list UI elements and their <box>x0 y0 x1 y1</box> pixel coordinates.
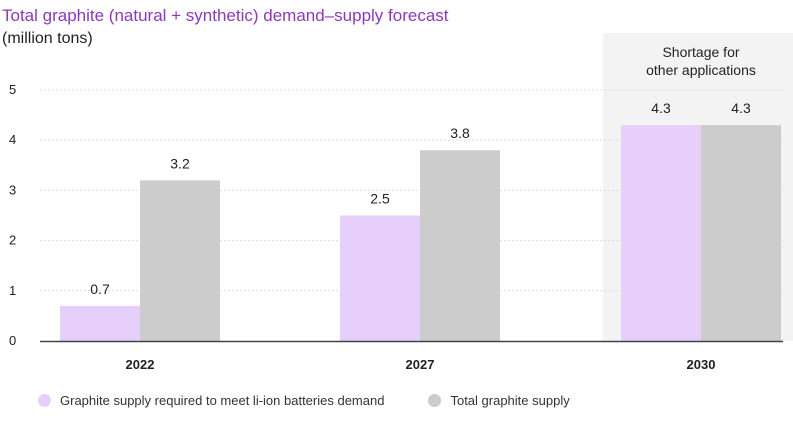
y-tick-label-5: 5 <box>9 82 16 97</box>
x-category-label-2027: 2027 <box>406 357 435 372</box>
value-label-2027-series-0: 2.5 <box>370 191 390 207</box>
legend-item-total-supply: Total graphite supply <box>428 393 570 408</box>
bar-2022-series-0 <box>60 305 140 341</box>
value-label-2030-series-0: 4.3 <box>651 100 671 116</box>
value-label-2022-series-1: 3.2 <box>170 155 190 171</box>
x-category-label-2022: 2022 <box>126 357 155 372</box>
bar-2030-series-1 <box>701 125 781 341</box>
y-tick-label-0: 0 <box>9 333 16 348</box>
legend-label-batteries: Graphite supply required to meet li-ion … <box>60 393 385 408</box>
legend-item-batteries: Graphite supply required to meet li-ion … <box>38 393 384 408</box>
shortage-annotation-line-2: other applications <box>646 62 756 78</box>
shortage-annotation-line-1: Shortage for <box>662 44 739 60</box>
bar-2022-series-1 <box>140 180 220 341</box>
legend: Graphite supply required to meet li-ion … <box>38 393 614 408</box>
legend-swatch-batteries <box>38 394 51 407</box>
bar-2027-series-0 <box>340 215 420 341</box>
x-category-label-2030: 2030 <box>687 357 716 372</box>
value-label-2030-series-1: 4.3 <box>731 100 751 116</box>
y-tick-label-2: 2 <box>9 233 16 248</box>
y-tick-label-1: 1 <box>9 283 16 298</box>
bar-2027-series-1 <box>420 150 500 341</box>
y-tick-label-3: 3 <box>9 182 16 197</box>
y-axis-unit-label: (million tons) <box>2 30 93 47</box>
value-label-2022-series-0: 0.7 <box>90 281 110 297</box>
value-label-2027-series-1: 3.8 <box>450 125 470 141</box>
y-tick-label-4: 4 <box>9 132 16 147</box>
legend-swatch-total-supply <box>428 394 442 407</box>
chart-title: Total graphite (natural + synthetic) dem… <box>2 6 449 25</box>
bar-2030-series-0 <box>621 125 701 341</box>
legend-label-total-supply: Total graphite supply <box>450 393 570 408</box>
